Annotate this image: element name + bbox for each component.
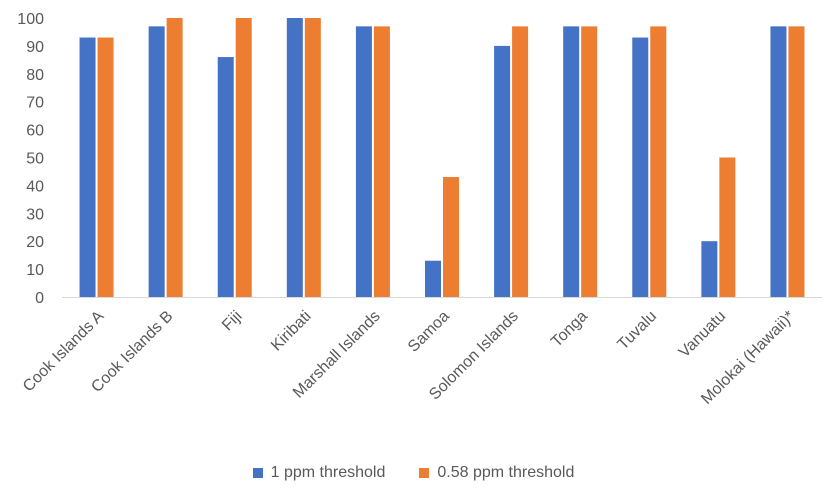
bar-1ppm [79,37,96,297]
legend-swatch-orange [419,468,430,478]
x-tick-label: Samoa [405,308,453,356]
bar-058ppm [97,37,114,297]
bar-058ppm [788,26,805,298]
bar-058ppm [512,26,529,298]
bar-058ppm [581,26,598,298]
bar-058ppm [443,177,459,297]
legend-label-1ppm: 1 ppm threshold [270,464,386,481]
bar-058ppm [166,18,183,297]
bar-058ppm [235,18,252,297]
legend: 1 ppm threshold 0.58 ppm threshold [0,464,827,482]
bar-058ppm [719,157,736,297]
y-tick-label: 0 [35,290,44,307]
legend-label-058ppm: 0.58 ppm threshold [437,464,575,481]
y-tick-label: 70 [26,95,44,112]
bar-1ppm [148,26,165,298]
y-tick-label: 60 [26,123,44,140]
bars [79,18,805,298]
y-tick-label: 40 [26,178,44,195]
x-tick-label: Vanuatu [676,308,729,361]
y-tick-label: 20 [26,234,44,251]
bar-1ppm [355,26,372,298]
x-tick-label: Fiji [219,308,245,334]
bar-1ppm [286,18,303,297]
y-axis: 0 10 20 30 40 50 60 70 80 90 100 [17,11,44,307]
bar-1ppm [632,37,649,297]
y-tick-label: 80 [26,67,44,84]
bar-058ppm [650,26,667,298]
y-tick-label: 90 [26,39,44,56]
bar-1ppm [494,45,511,298]
bar-058ppm [373,26,390,298]
legend-item-058ppm: 0.58 ppm threshold [419,464,574,482]
x-tick-label: Kiribati [268,308,315,355]
bar-1ppm [563,26,580,298]
bar-1ppm [701,241,718,297]
legend-item-1ppm: 1 ppm threshold [252,464,386,482]
y-tick-label: 100 [17,11,44,28]
x-tick-label: Tonga [548,308,591,351]
legend-swatch-blue [252,468,263,478]
bar-1ppm [770,26,787,298]
y-tick-label: 50 [26,151,44,168]
bar-1ppm [217,57,234,298]
x-tick-label: Tuvalu [615,308,661,354]
y-tick-label: 30 [26,206,44,223]
bar-1ppm [425,260,441,297]
y-tick-label: 10 [26,262,44,279]
bar-058ppm [304,18,321,297]
